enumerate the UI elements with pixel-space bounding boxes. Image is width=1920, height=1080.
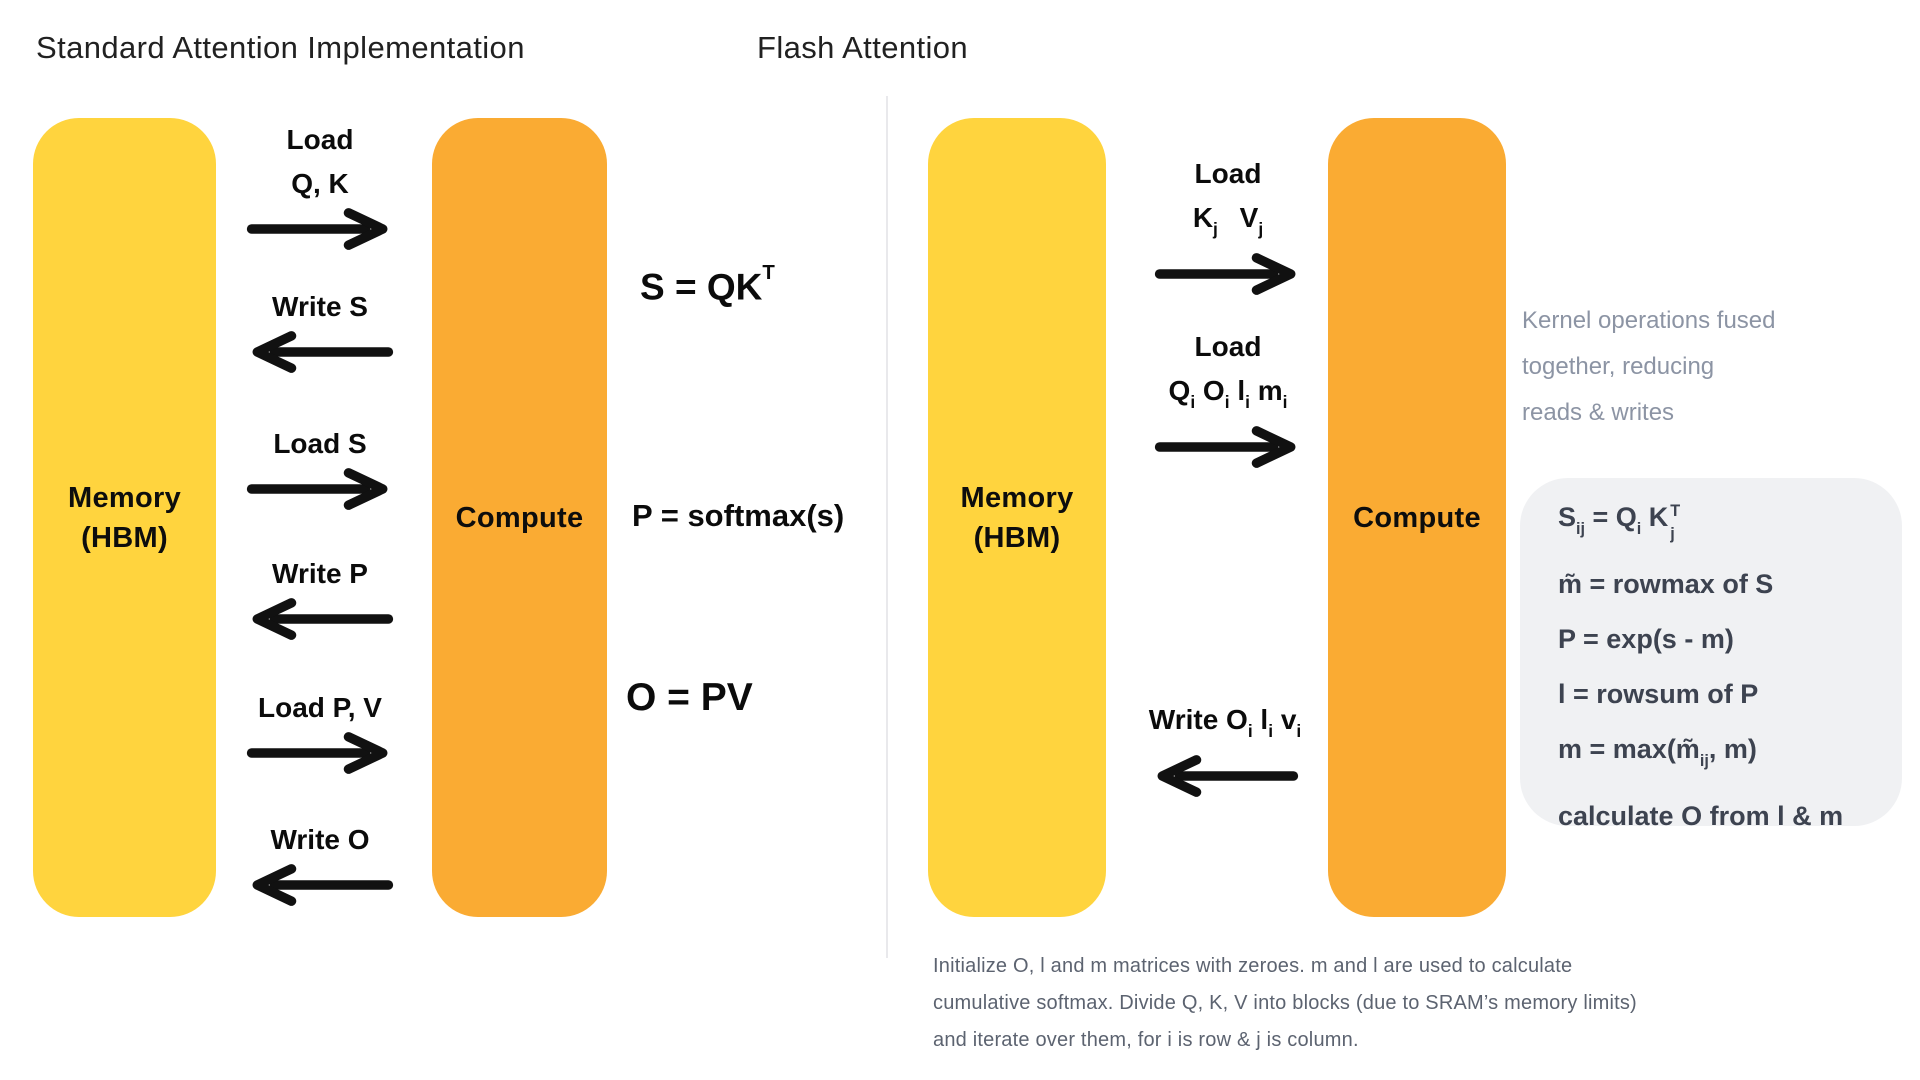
flow-label: Load Kj Vj — [1140, 152, 1316, 251]
flow-label-line: Load — [1194, 331, 1262, 362]
kernel-formula-line: P = exp(s - m) — [1558, 624, 1734, 655]
flow-label: Load P, V — [238, 686, 402, 730]
flow-label-line: Write O — [270, 824, 370, 855]
section-divider — [886, 96, 888, 958]
flow-label-line: Write Oi li vi — [1148, 704, 1302, 741]
text-line: Memory — [960, 481, 1074, 514]
flow-label-line: Kj Vj — [1192, 202, 1264, 239]
compute-label-flash: Compute — [1353, 501, 1481, 534]
flow-label: Load S — [238, 422, 402, 466]
flow-arrow-right-icon — [246, 468, 388, 510]
flow-write-o: Write O — [238, 818, 402, 908]
flow-label-line: Load S — [273, 428, 367, 459]
kernel-fusion-note: Kernel operations fused together, reducin… — [1522, 298, 1776, 436]
text-line: Memory — [68, 481, 181, 514]
flash-attention-caption: Initialize O, l and m matrices with zero… — [933, 948, 1637, 1059]
flow-arrow-left-icon — [252, 864, 394, 906]
memory-hbm-label: Memory (HBM) — [68, 478, 181, 558]
formula-s-qkt: S = QKT — [640, 262, 775, 308]
flow-arrow-right-icon — [246, 732, 388, 774]
flow-load-s: Load S — [238, 422, 402, 512]
flow-label: Write O — [238, 818, 402, 862]
memory-hbm-box-flash: Memory (HBM) — [928, 118, 1106, 917]
text-line: cumulative softmax. Divide Q, K, V into … — [933, 992, 1637, 1014]
text-line: Initialize O, l and m matrices with zero… — [933, 955, 1573, 977]
flow-arrow-right-icon — [246, 208, 388, 250]
text-line: reads & writes — [1522, 399, 1675, 426]
text-line: (HBM) — [81, 521, 168, 554]
compute-label: Compute — [455, 501, 584, 534]
kernel-formula-line: m = max(m̃ij, m) — [1558, 734, 1757, 771]
flow-arrow-right-icon — [1154, 425, 1296, 468]
flow-write-p: Write P — [238, 552, 402, 642]
formula-p-softmax: P = softmax(s) — [632, 498, 845, 533]
flow-label-line: Load — [1194, 158, 1262, 189]
flow-label: Write P — [238, 552, 402, 596]
compute-box-standard: Compute — [432, 118, 607, 917]
text-line: and iterate over them, for i is row & j … — [933, 1029, 1359, 1051]
flow-label: Load Q, K — [238, 118, 402, 206]
flow-arrow-left-icon — [252, 331, 394, 373]
flow-load-qk: Load Q, K — [238, 118, 402, 252]
text-line: (HBM) — [973, 521, 1061, 554]
title-standard-attention: Standard Attention Implementation — [36, 30, 525, 65]
flow-label: Write S — [238, 285, 402, 329]
flow-arrow-right-icon — [1154, 252, 1296, 295]
title-flash-attention: Flash Attention — [757, 30, 969, 65]
flow-label: Load Qi Oi li mi — [1140, 325, 1316, 424]
kernel-formula-line: m̃ = rowmax of S — [1558, 569, 1774, 600]
flow-label-line: Write P — [272, 558, 368, 589]
memory-hbm-label-flash: Memory (HBM) — [961, 478, 1074, 558]
compute-box-flash: Compute — [1328, 118, 1506, 917]
flow-label-line: Q, K — [291, 168, 349, 199]
text-line: together, reducing — [1522, 353, 1715, 380]
flow-label-line: Write S — [272, 291, 368, 322]
memory-hbm-box-standard: Memory (HBM) — [33, 118, 216, 917]
flow-label-line: Qi Oi li mi — [1168, 375, 1288, 412]
flow-label-line: Load — [286, 124, 354, 155]
text-line: Kernel operations fused — [1522, 307, 1776, 334]
flow-load-kj-vj: Load Kj Vj — [1140, 152, 1316, 297]
formula-o-pv: O = PV — [626, 676, 753, 719]
kernel-formula-line: calculate O from l & m — [1558, 801, 1844, 832]
kernel-formula-line: l = rowsum of P — [1558, 679, 1759, 710]
flow-label-line: Load P, V — [258, 692, 382, 723]
flow-label: Write Oi li vi — [1122, 698, 1328, 753]
flow-load-qi-oi-li-mi: Load Qi Oi li mi — [1140, 325, 1316, 470]
flow-arrow-left-icon — [252, 598, 394, 640]
flow-arrow-left-icon — [1157, 754, 1299, 797]
flow-write-oi-li-vi: Write Oi li vi — [1122, 698, 1328, 799]
flow-write-s: Write S — [238, 285, 402, 375]
flow-load-pv: Load P, V — [238, 686, 402, 776]
